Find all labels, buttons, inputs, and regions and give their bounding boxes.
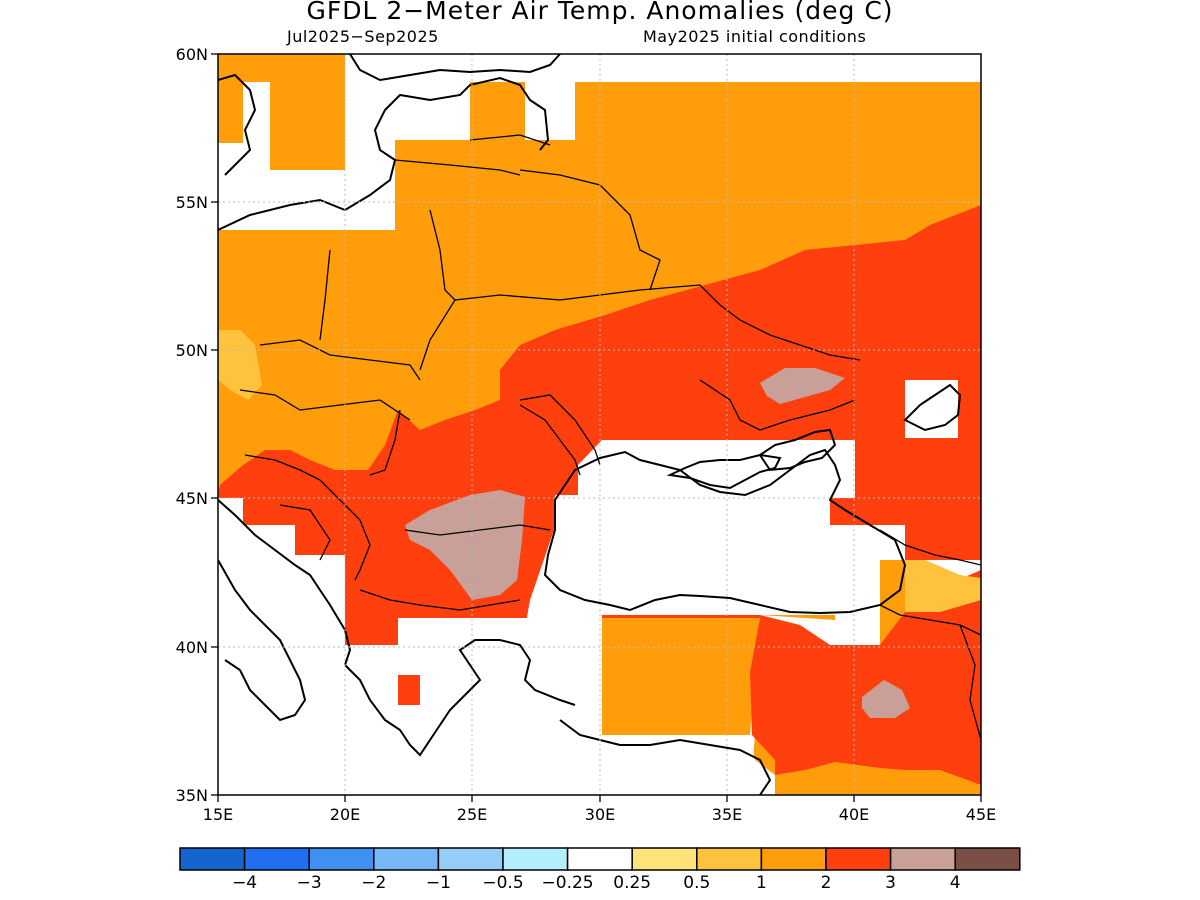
border-russia-ukraine-east bbox=[699, 379, 856, 431]
border-romania-bulgaria bbox=[404, 524, 551, 536]
colorbar-swatch bbox=[243, 847, 310, 871]
border-czech-slovakia bbox=[259, 339, 421, 381]
border-moldova-ukraine bbox=[519, 394, 601, 466]
lat-label-45n: 45N bbox=[176, 489, 208, 508]
colorbar-label: 0.25 bbox=[613, 873, 651, 893]
border-turkey-georgia bbox=[879, 604, 981, 636]
lat-label-50n: 50N bbox=[176, 341, 208, 360]
border-ukraine-north bbox=[454, 284, 861, 361]
lon-label-40e: 40E bbox=[839, 805, 869, 824]
colorbar-swatch bbox=[760, 847, 827, 871]
colorbar-swatch bbox=[631, 847, 698, 871]
anomaly-region-2-to-3-greece bbox=[398, 675, 420, 705]
colorbar-swatch bbox=[825, 847, 892, 871]
anomaly-region-3-to-4-anatolia bbox=[862, 680, 910, 718]
anomaly-region-near-zero-north bbox=[218, 54, 345, 230]
border-bosnia bbox=[279, 504, 331, 561]
border-austria-hungary bbox=[239, 389, 411, 421]
colorbar-swatch bbox=[502, 847, 569, 871]
colorbar bbox=[179, 847, 1021, 871]
black-sea-coast bbox=[543, 448, 907, 615]
anomaly-region-3-to-4-ukraine bbox=[760, 368, 845, 404]
border-bulgaria-greece bbox=[359, 589, 521, 611]
border-germany-poland bbox=[319, 249, 331, 341]
latitude-labels: 60N 55N 50N 45N 40N 35N bbox=[176, 45, 208, 805]
lon-label-45e: 45E bbox=[966, 805, 996, 824]
azov-sea-coast bbox=[758, 428, 837, 472]
anomaly-region-near-zero-caucasus bbox=[905, 380, 958, 438]
crimea-coast bbox=[666, 453, 782, 490]
border-turkey-east bbox=[959, 624, 981, 741]
grid-lines bbox=[218, 54, 981, 795]
anomaly-region-near-zero-turkey-strip bbox=[750, 735, 775, 795]
colorbar-label: −0.25 bbox=[542, 873, 594, 893]
colorbar-label: −0.5 bbox=[482, 873, 523, 893]
lon-label-25e: 25E bbox=[457, 805, 487, 824]
border-poland-belarus bbox=[419, 209, 456, 371]
colorbar-label: 2 bbox=[821, 873, 832, 893]
border-slovenia-croatia bbox=[244, 454, 321, 481]
greece-coast bbox=[344, 639, 576, 757]
colorbar-label: −4 bbox=[232, 873, 257, 893]
colorbar-swatch bbox=[437, 847, 504, 871]
lat-label-55n: 55N bbox=[176, 193, 208, 212]
italy-coast bbox=[218, 559, 307, 722]
colorbar-label: −3 bbox=[297, 873, 322, 893]
turkey-south-coast bbox=[559, 719, 772, 795]
anomaly-region-near-zero-baltic bbox=[270, 54, 650, 230]
border-belarus-russia bbox=[519, 169, 661, 291]
border-estonia bbox=[469, 134, 551, 146]
border-serbia bbox=[319, 479, 371, 581]
adriatic-coast bbox=[218, 499, 352, 666]
colorbar-swatch bbox=[179, 847, 246, 871]
colorbar-label: 3 bbox=[885, 873, 896, 893]
axis-ticks bbox=[211, 53, 982, 802]
lat-label-60n: 60N bbox=[176, 45, 208, 64]
lon-label-35e: 35E bbox=[712, 805, 742, 824]
gulf-of-finland-coast bbox=[349, 54, 561, 82]
baltic-coast bbox=[218, 76, 550, 231]
country-borders bbox=[239, 134, 981, 741]
longitude-labels: 15E 20E 25E 30E 35E 40E 45E bbox=[203, 805, 996, 824]
lon-label-30e: 30E bbox=[585, 805, 615, 824]
colorbar-label: 4 bbox=[950, 873, 961, 893]
colorbar-label: −2 bbox=[361, 873, 386, 893]
colorbar-swatch bbox=[696, 847, 763, 871]
colorbar-swatch bbox=[566, 847, 633, 871]
border-lithuania-latvia bbox=[394, 159, 521, 176]
lat-label-35n: 35N bbox=[176, 786, 208, 805]
initial-conditions-label: May2025 initial conditions bbox=[643, 27, 867, 46]
colorbar-swatch bbox=[373, 847, 440, 871]
scandinavia-coast bbox=[218, 73, 257, 176]
lon-label-15e: 15E bbox=[203, 805, 233, 824]
anomaly-region-3-to-4-balkans bbox=[405, 490, 525, 600]
colorbar-label: 0.5 bbox=[683, 873, 710, 893]
lon-label-20e: 20E bbox=[330, 805, 360, 824]
forecast-period: Jul2025−Sep2025 bbox=[287, 27, 439, 46]
border-georgia-russia bbox=[879, 529, 981, 566]
lat-label-40n: 40N bbox=[176, 638, 208, 657]
border-romania-moldova bbox=[519, 404, 581, 476]
anomaly-region-2-to-3-south bbox=[522, 570, 981, 785]
colorbar-swatch bbox=[889, 847, 956, 871]
colorbar-label: −1 bbox=[426, 873, 451, 893]
map-title: GFDL 2−Meter Air Temp. Anomalies (deg C) bbox=[306, 0, 894, 25]
colorbar-swatch bbox=[954, 847, 1021, 871]
anomaly-region-0.5-to-1-east bbox=[905, 560, 981, 612]
coastlines bbox=[218, 54, 962, 795]
anomaly-region-0.5-to-1 bbox=[218, 330, 262, 400]
border-hungary-romania bbox=[369, 409, 401, 476]
colorbar-label: 1 bbox=[756, 873, 767, 893]
colorbar-swatch bbox=[308, 847, 375, 871]
colorbar-labels: −4 −3 −2 −1 −0.5 −0.25 0.25 0.5 1 2 3 4 bbox=[232, 873, 961, 893]
caspian-coast bbox=[903, 383, 962, 432]
anomaly-region-near-zero-black-sea bbox=[522, 440, 905, 645]
